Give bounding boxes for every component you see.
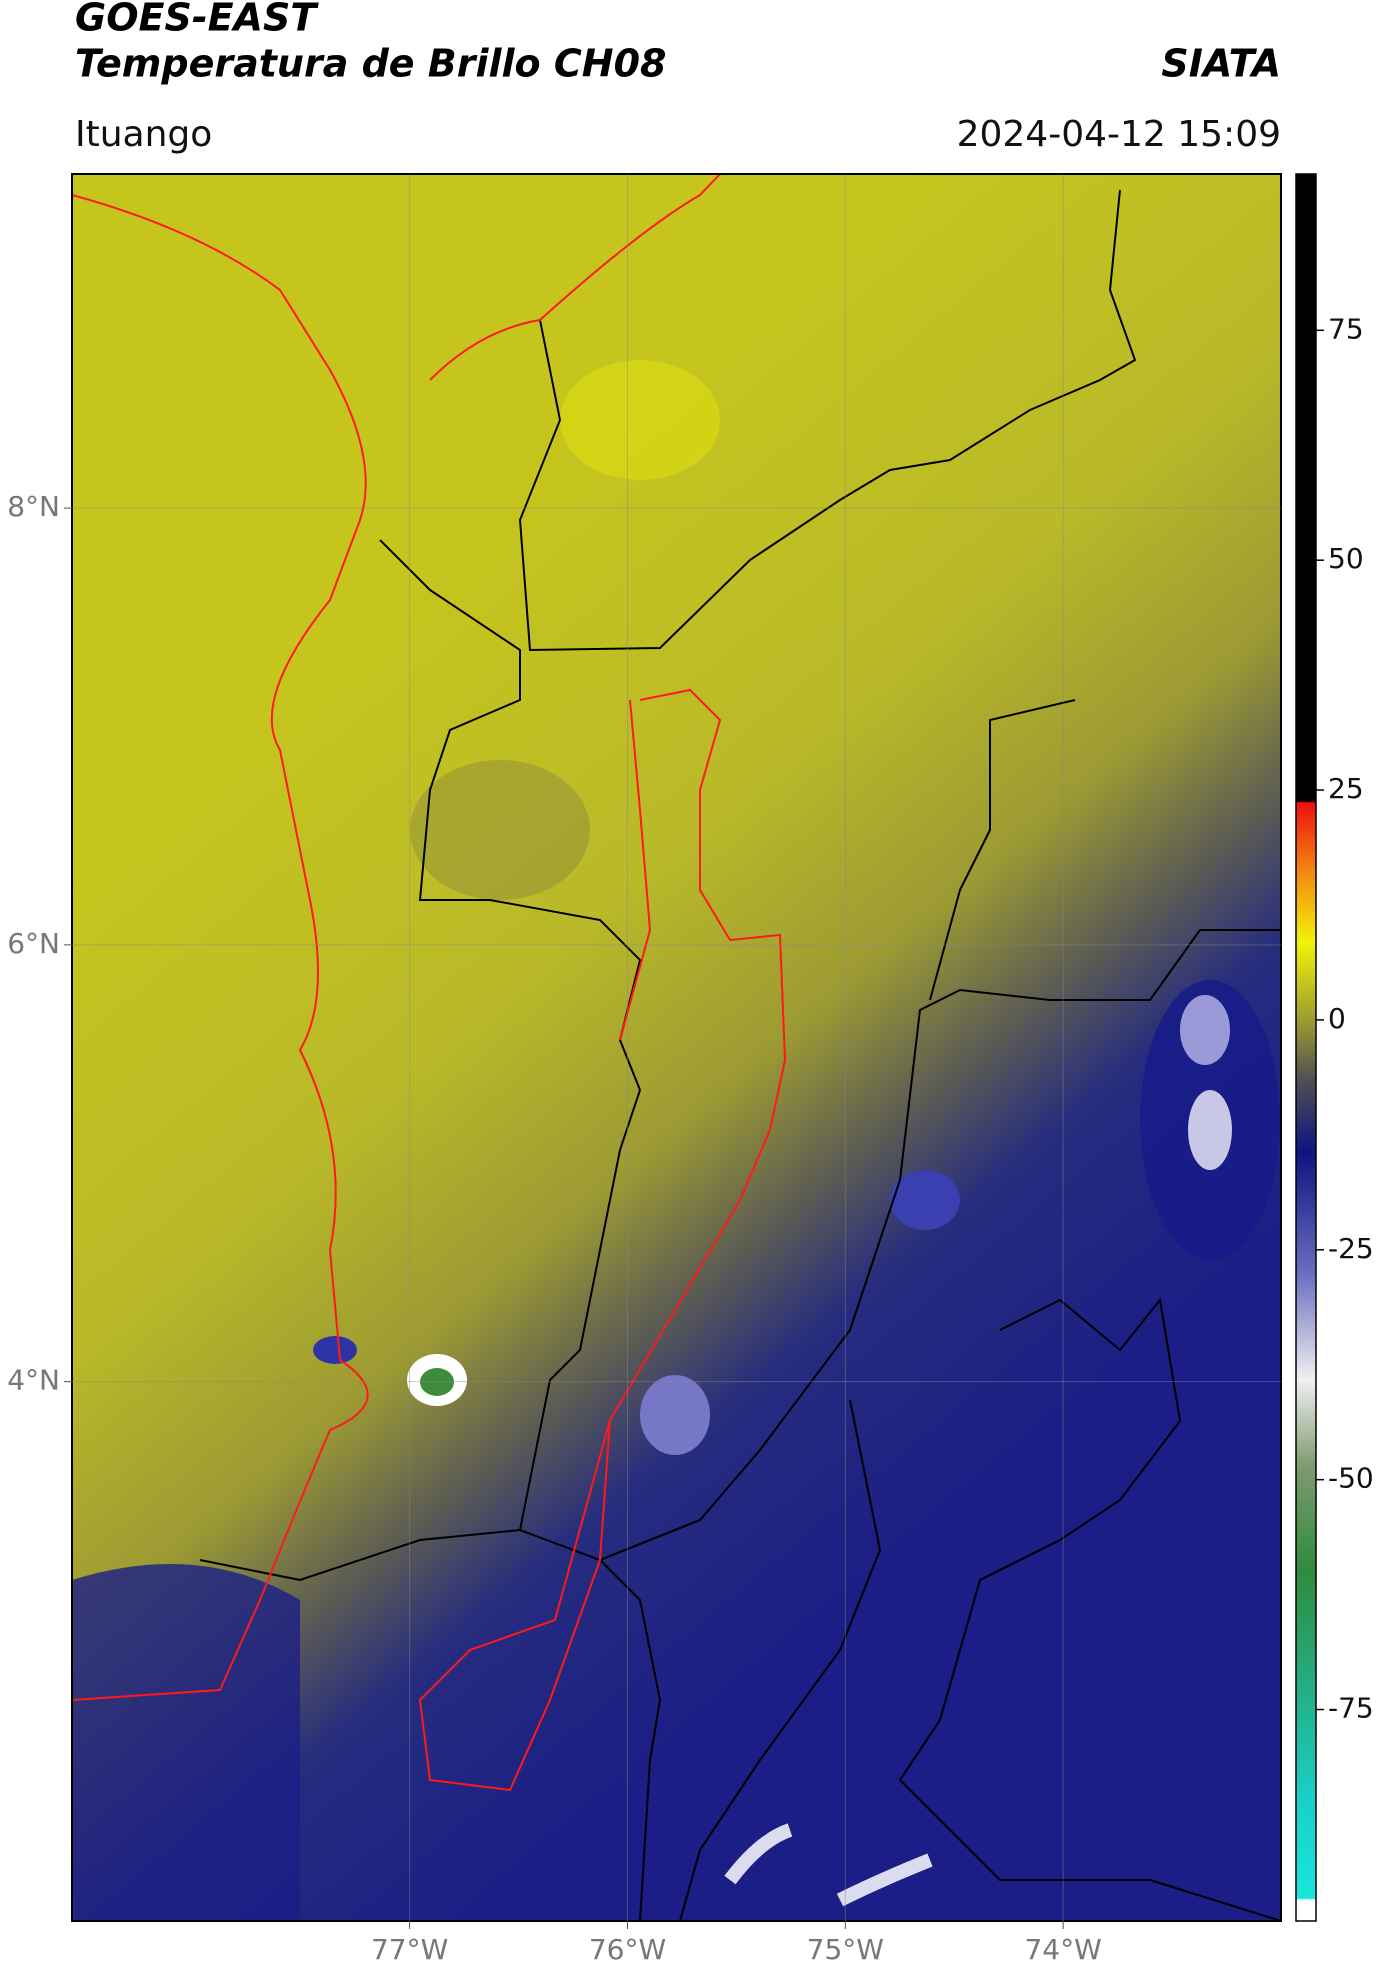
colorbar-tick-label: 75 xyxy=(1328,312,1364,345)
datetime: 2024-04-12 15:09 xyxy=(957,114,1281,155)
lon-tick-label: 75°W xyxy=(807,1933,884,1966)
map-area xyxy=(72,174,1281,1921)
region: Ituango xyxy=(75,114,212,155)
border xyxy=(929,699,1076,1001)
map-frame xyxy=(71,173,1282,1922)
colorbar-tick-label: -75 xyxy=(1328,1692,1374,1725)
border xyxy=(518,189,1137,652)
lat-tick-label: 8°N xyxy=(7,490,60,523)
colorbar-tick-label: 50 xyxy=(1328,542,1364,575)
border xyxy=(379,539,1281,1562)
lon-tick-label: 74°W xyxy=(1024,1933,1101,1966)
colorbar-tick-label: 0 xyxy=(1328,1002,1346,1035)
border xyxy=(199,1529,521,1582)
lat-tick-label: 4°N xyxy=(7,1364,60,1397)
lon-tick-label: 77°W xyxy=(371,1933,448,1966)
border xyxy=(679,1399,882,1921)
colorbar xyxy=(1295,173,1317,1922)
cloud xyxy=(640,1375,710,1455)
lat-tick-label: 6°N xyxy=(7,927,60,960)
cloud xyxy=(836,1853,933,1907)
borders xyxy=(199,189,1281,1921)
cloud-core xyxy=(1180,995,1230,1065)
coast xyxy=(429,174,721,381)
title: GOES-EAST xyxy=(75,0,319,40)
coastline xyxy=(72,174,787,1792)
source: SIATA xyxy=(1161,42,1281,86)
subtitle: Temperatura de Brillo CH08 xyxy=(75,42,666,86)
cloud-core xyxy=(1188,1090,1232,1170)
colorbar-tick-label: -50 xyxy=(1328,1462,1374,1495)
catchment xyxy=(619,699,652,1041)
colorbar-tick-label: 25 xyxy=(1328,772,1364,805)
cloud xyxy=(313,1336,357,1364)
border xyxy=(599,1559,662,1921)
coast xyxy=(72,194,369,1701)
cloud xyxy=(724,1823,793,1885)
colorbar-tick-label: -25 xyxy=(1328,1232,1374,1265)
border xyxy=(898,1297,1281,1921)
warm-patch xyxy=(560,360,720,480)
cloud-core xyxy=(420,1368,454,1396)
cool-patch xyxy=(410,760,590,900)
lon-tick-label: 76°W xyxy=(589,1933,666,1966)
cloud xyxy=(890,1170,960,1230)
cloud xyxy=(72,1564,300,1921)
catchment xyxy=(418,688,787,1792)
